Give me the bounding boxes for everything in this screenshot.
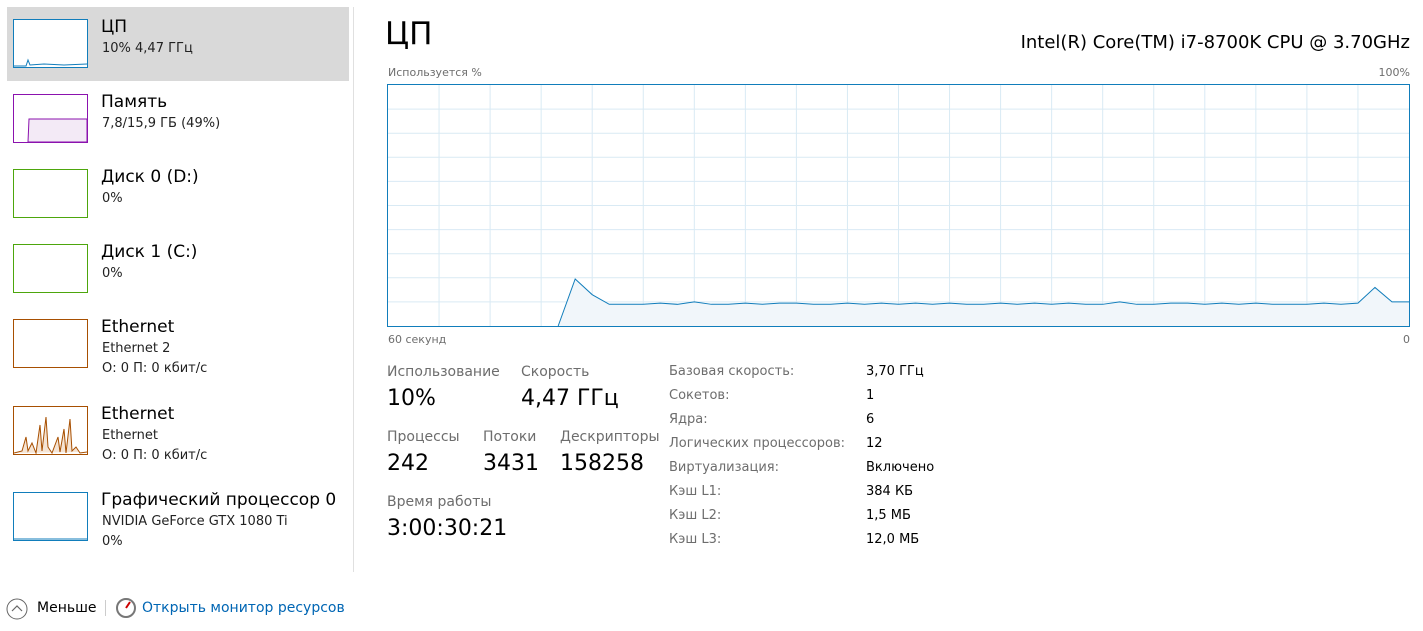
stat-label: Дескрипторы — [560, 429, 660, 445]
thumbnail[interactable] — [13, 492, 88, 541]
thumbnail[interactable] — [13, 406, 88, 455]
sidebar-line: 7,8/15,9 ГБ (49%) — [102, 116, 221, 131]
stat-label: Время работы — [387, 494, 492, 510]
stat-label: Потоки — [483, 429, 537, 445]
stat-value: 242 — [387, 451, 429, 476]
stat-value: 10% — [387, 386, 436, 411]
stat-value: 3431 — [483, 451, 539, 476]
stat-value: 3:00:30:21 — [387, 516, 508, 541]
monitor-icon[interactable] — [115, 597, 137, 619]
sidebar-line: О: 0 П: 0 кбит/с — [102, 361, 208, 376]
resource-monitor-link[interactable]: Открыть монитор ресурсов — [142, 600, 345, 616]
stat-value: 158258 — [560, 451, 644, 476]
detail-label: Сокетов: — [669, 388, 730, 403]
detail-value: 12,0 МБ — [866, 532, 920, 547]
thumbnail[interactable] — [13, 244, 88, 293]
thumb-line — [14, 58, 88, 67]
cpu-name: Intel(R) Core(TM) i7-8700K CPU @ 3.70GHz — [1020, 32, 1410, 53]
sidebar-line: 0% — [102, 191, 123, 206]
thumbnail[interactable] — [13, 169, 88, 218]
thumb-area — [27, 118, 88, 143]
sidebar-title: ЦП — [101, 17, 127, 37]
thumbnail[interactable] — [13, 94, 88, 143]
stat-label: Скорость — [521, 364, 590, 380]
cpu-area — [558, 279, 1409, 326]
thumbnail-graph — [14, 58, 88, 67]
sidebar-line: NVIDIA GeForce GTX 1080 Ti — [102, 514, 288, 529]
detail-value: 6 — [866, 412, 875, 427]
sidebar-line: 0% — [102, 534, 123, 549]
less-icon[interactable] — [5, 597, 29, 621]
stat-value: 4,47 ГГц — [521, 386, 619, 411]
sidebar-title: Графический процессор 0 — [101, 490, 337, 510]
detail-label: Базовая скорость: — [669, 364, 795, 379]
detail-value: 3,70 ГГц — [866, 364, 924, 379]
stat-label: Использование — [387, 364, 500, 380]
detail-label: Ядра: — [669, 412, 708, 427]
cpu-line — [557, 278, 1409, 327]
sidebar-title: Диск 1 (C:) — [101, 242, 198, 262]
thumbnail-graph — [14, 170, 87, 217]
detail-label: Кэш L2: — [669, 508, 722, 523]
sidebar-line: Ethernet — [102, 428, 158, 443]
less-button[interactable]: Меньше — [37, 600, 97, 616]
thumbnail-graph — [27, 118, 88, 143]
sidebar-line: О: 0 П: 0 кбит/с — [102, 448, 208, 463]
detail-value: Включено — [866, 460, 935, 475]
cpu-graph — [387, 84, 1410, 327]
sidebar-line: Ethernet 2 — [102, 341, 171, 356]
sidebar-line: 0% — [102, 266, 123, 281]
detail-label: Кэш L1: — [669, 484, 722, 499]
thumbnail-graph — [14, 245, 87, 292]
detail-value: 1 — [866, 388, 875, 403]
y-max-label: 100% — [1378, 66, 1410, 79]
detail-label: Кэш L3: — [669, 532, 722, 547]
x-start-label: 60 секунд — [388, 333, 447, 346]
thumbnail-graph — [14, 320, 87, 367]
sidebar-line: 10% 4,47 ГГц — [102, 41, 193, 56]
thumbnail-graph — [13, 416, 88, 455]
detail-label: Логических процессоров: — [669, 436, 846, 451]
detail-label: Виртуализация: — [669, 460, 779, 475]
thumbnail[interactable] — [13, 319, 88, 368]
x-end-label: 0 — [1403, 333, 1410, 346]
sidebar-title: Память — [101, 92, 168, 112]
thumb-line — [13, 416, 88, 455]
sidebar-title: Ethernet — [101, 404, 175, 424]
thumbnail-graph — [14, 538, 87, 540]
footer-separator — [105, 600, 106, 616]
detail-value: 1,5 МБ — [866, 508, 911, 523]
stat-label: Процессы — [387, 429, 460, 445]
separator — [353, 7, 354, 572]
page-title: ЦП — [385, 16, 433, 52]
thumbnail[interactable] — [13, 19, 88, 68]
sidebar-title: Ethernet — [101, 317, 175, 337]
y-axis-label: Используется % — [388, 66, 482, 79]
detail-value: 384 КБ — [866, 484, 914, 499]
detail-value: 12 — [866, 436, 883, 451]
sidebar-title: Диск 0 (D:) — [101, 167, 199, 187]
